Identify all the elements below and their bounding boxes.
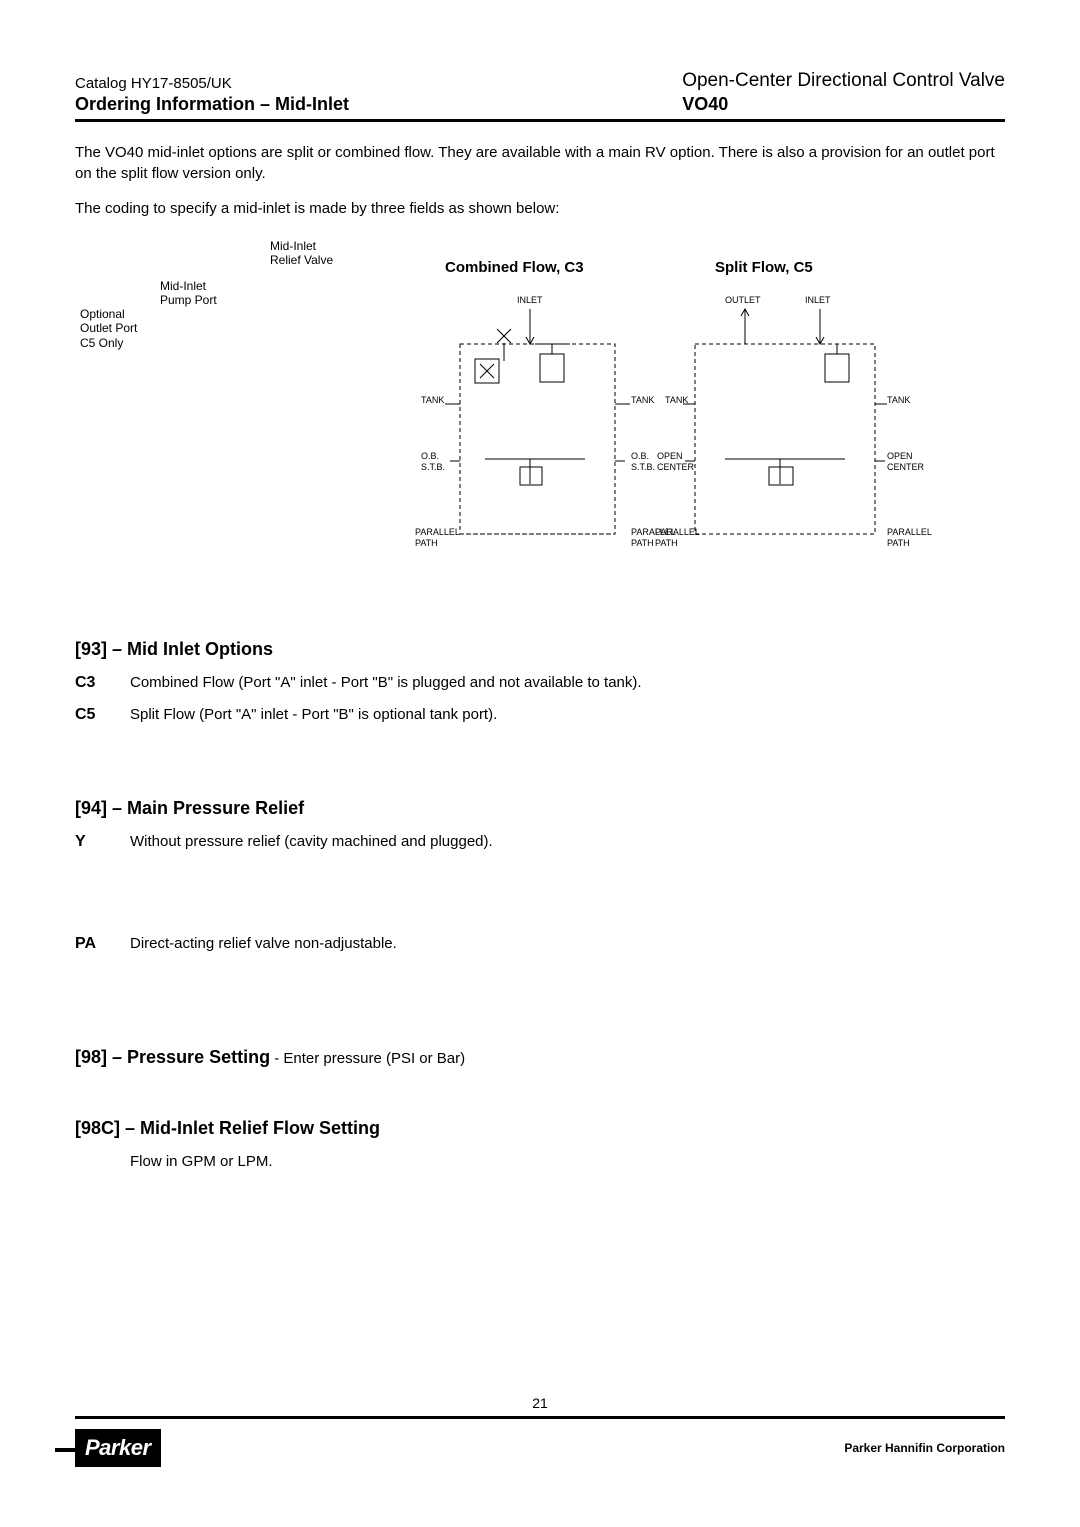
section-94-title: [94] – Main Pressure Relief bbox=[75, 798, 1005, 819]
c3-tank-left: TANK bbox=[421, 395, 444, 406]
c3-ob-left: O.B. S.T.B. bbox=[421, 451, 445, 473]
option-y-desc: Without pressure relief (cavity machined… bbox=[130, 833, 493, 851]
c5-tank-right: TANK bbox=[887, 395, 910, 406]
relief-valve-label: Mid-Inlet Relief Valve bbox=[270, 239, 333, 268]
diagram-area: Mid-Inlet Relief Valve Mid-Inlet Pump Po… bbox=[75, 239, 1005, 579]
c5-parallel-left: PARALLEL PATH bbox=[655, 527, 700, 549]
split-flow-title: Split Flow, C5 bbox=[715, 259, 813, 276]
section-98-title: [98] – Pressure Setting - Enter pressure… bbox=[75, 1047, 1005, 1068]
option-y-row: Y Without pressure relief (cavity machin… bbox=[75, 833, 1005, 851]
c5-open-left: OPEN CENTER bbox=[657, 451, 694, 473]
combined-flow-title: Combined Flow, C3 bbox=[445, 259, 584, 276]
product-title: Open-Center Directional Control Valve bbox=[682, 70, 1005, 92]
catalog-number: Catalog HY17-8505/UK bbox=[75, 75, 349, 92]
pump-port-label: Mid-Inlet Pump Port bbox=[160, 279, 217, 308]
section-98c-desc: Flow in GPM or LPM. bbox=[130, 1153, 273, 1170]
header-left: Catalog HY17-8505/UK Ordering Informatio… bbox=[75, 75, 349, 115]
option-c5-row: C5 Split Flow (Port "A" inlet - Port "B"… bbox=[75, 706, 1005, 724]
intro-paragraph-1: The VO40 mid-inlet options are split or … bbox=[75, 142, 1005, 184]
section-98c-title: [98C] – Mid-Inlet Relief Flow Setting bbox=[75, 1118, 1005, 1139]
option-pa-code: PA bbox=[75, 935, 130, 953]
option-c3-code: C3 bbox=[75, 674, 130, 692]
company-name: Parker Hannifin Corporation bbox=[844, 1441, 1005, 1455]
c5-inlet-label: INLET bbox=[805, 295, 831, 306]
c3-inlet-label: INLET bbox=[517, 295, 543, 306]
parker-logo: Parker bbox=[75, 1429, 161, 1467]
c5-tank-left: TANK bbox=[665, 395, 688, 406]
parker-logo-text: Parker bbox=[75, 1429, 161, 1467]
product-code: VO40 bbox=[682, 94, 1005, 115]
c3-parallel-left: PARALLEL PATH bbox=[415, 527, 460, 549]
c5-parallel-right: PARALLEL PATH bbox=[887, 527, 932, 549]
section-98-desc: - Enter pressure (PSI or Bar) bbox=[270, 1050, 465, 1067]
option-c5-code: C5 bbox=[75, 706, 130, 724]
c5-outlet-label: OUTLET bbox=[725, 295, 761, 306]
combined-flow-schematic bbox=[425, 289, 655, 549]
ordering-info-title: Ordering Information – Mid-Inlet bbox=[75, 94, 349, 115]
split-flow-schematic bbox=[675, 289, 905, 549]
optional-outlet-label: Optional Outlet Port C5 Only bbox=[80, 307, 137, 350]
section-98c-desc-row: Flow in GPM or LPM. bbox=[75, 1153, 1005, 1170]
section-98-title-text: [98] – Pressure Setting bbox=[75, 1047, 270, 1067]
page-number: 21 bbox=[532, 1395, 548, 1411]
intro-paragraph-2: The coding to specify a mid-inlet is mad… bbox=[75, 198, 1005, 219]
option-pa-row: PA Direct-acting relief valve non-adjust… bbox=[75, 935, 1005, 953]
option-c3-desc: Combined Flow (Port "A" inlet - Port "B"… bbox=[130, 674, 642, 692]
c5-open-right: OPEN CENTER bbox=[887, 451, 924, 473]
option-c3-row: C3 Combined Flow (Port "A" inlet - Port … bbox=[75, 674, 1005, 692]
page-footer: 21 Parker Parker Hannifin Corporation bbox=[75, 1416, 1005, 1467]
c3-tank-right: TANK bbox=[631, 395, 654, 406]
option-c5-desc: Split Flow (Port "A" inlet - Port "B" is… bbox=[130, 706, 497, 724]
option-pa-desc: Direct-acting relief valve non-adjustabl… bbox=[130, 935, 397, 953]
option-y-code: Y bbox=[75, 833, 130, 851]
section-93-title: [93] – Mid Inlet Options bbox=[75, 639, 1005, 660]
header-right: Open-Center Directional Control Valve VO… bbox=[682, 70, 1005, 115]
page-header: Catalog HY17-8505/UK Ordering Informatio… bbox=[75, 70, 1005, 122]
c3-ob-right: O.B. S.T.B. bbox=[631, 451, 655, 473]
